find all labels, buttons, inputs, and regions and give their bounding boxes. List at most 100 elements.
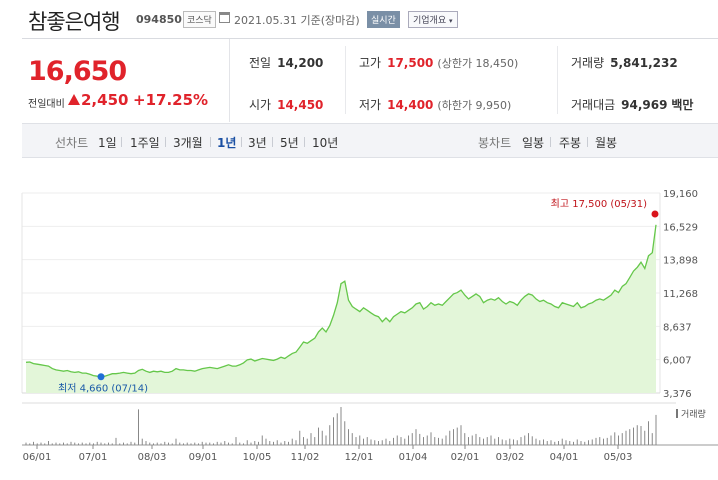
company-overview-dropdown[interactable]: 기업개요 ▾ — [408, 11, 458, 28]
volume-bar — [415, 429, 417, 445]
volume-bar — [404, 438, 406, 445]
tab-1week[interactable]: 1주일 — [130, 136, 160, 150]
low-item: 저가 14,400 (하한가 9,950) — [359, 96, 511, 113]
volume-bar — [205, 442, 207, 445]
volume-bar — [603, 438, 604, 445]
volume-bar — [385, 438, 387, 445]
tab-daily-candle[interactable]: 일봉 — [522, 136, 545, 150]
volume-bar — [269, 441, 271, 445]
volume-bar — [565, 440, 567, 445]
volume-bar — [141, 438, 143, 445]
tab-3month[interactable]: 3개월 — [173, 136, 203, 150]
volume-bar — [648, 421, 649, 445]
volume-bar — [355, 437, 357, 445]
realtime-button[interactable]: 실시간 — [367, 11, 400, 28]
min-marker — [97, 373, 105, 381]
volume-bar — [119, 443, 121, 445]
tab-3year[interactable]: 3년 — [248, 136, 267, 150]
divider — [22, 38, 718, 39]
volume-bar — [66, 443, 68, 445]
x-tick-label: 02/01 — [451, 452, 480, 463]
volume-bar — [33, 441, 34, 445]
x-tick-label: 06/01 — [23, 452, 52, 463]
volume-bar — [130, 441, 132, 445]
volume-bar — [558, 441, 559, 445]
volume-bar — [348, 429, 349, 445]
volume-bar — [138, 409, 139, 445]
volume-legend: 거래량 — [681, 408, 706, 420]
volume-bar — [528, 433, 529, 445]
volume-bars — [22, 402, 718, 446]
volume-bar — [378, 441, 379, 445]
volume-bar — [479, 437, 481, 445]
volume-bar — [588, 440, 589, 445]
volume-bar — [224, 441, 226, 445]
x-tick-label: 09/01 — [189, 452, 218, 463]
stock-header: 참좋은여행 094850 코스닥 2021.05.31 기준(장마감) 실시간 … — [0, 0, 718, 38]
volume-bar — [580, 441, 582, 445]
volume-bar — [591, 439, 593, 445]
tab-1year[interactable]: 1년 — [217, 136, 237, 150]
volume-bar — [595, 437, 597, 445]
volume-bar — [81, 442, 83, 445]
volume-bar — [198, 443, 199, 445]
volume-label: 거래량 — [571, 56, 605, 70]
volume-bar — [100, 442, 102, 445]
volume-bar — [254, 441, 256, 445]
prev-close-value: 14,200 — [277, 56, 324, 70]
volume-bar — [614, 432, 616, 445]
volume-bar — [44, 443, 46, 445]
tab-separator — [587, 137, 588, 147]
x-tick-label: 03/02 — [496, 452, 525, 463]
volume-bar — [160, 443, 162, 445]
stock-code: 094850 — [136, 13, 182, 26]
volume-bar — [456, 427, 458, 445]
volume-bar — [490, 435, 492, 445]
volume-bar — [123, 442, 124, 445]
y-tick-label: 6,007 — [663, 356, 692, 367]
volume-item: 거래량 5,841,232 — [571, 54, 678, 71]
tab-1day[interactable]: 1일 — [98, 136, 117, 150]
volume-bar — [396, 435, 398, 445]
min-annotation: 최저 4,660 (07/14) — [58, 383, 148, 395]
trade-value: 94,969 — [621, 98, 668, 112]
volume-bar — [599, 437, 601, 445]
volume-bar — [70, 441, 72, 445]
calendar-icon — [219, 12, 230, 23]
volume-bar — [381, 440, 383, 445]
volume-bar — [265, 438, 267, 445]
volume-bar — [243, 443, 244, 445]
volume-bar — [246, 440, 248, 445]
price-area — [26, 224, 656, 393]
volume-bar — [299, 430, 301, 445]
volume-bar — [48, 441, 49, 445]
volume-bar — [63, 442, 64, 445]
volume-bar — [445, 435, 447, 445]
tab-weekly-candle[interactable]: 주봉 — [559, 136, 582, 150]
volume-bar — [633, 427, 634, 445]
volume-bar — [108, 442, 109, 445]
tab-5year[interactable]: 5년 — [280, 136, 299, 150]
volume-bar — [306, 438, 308, 445]
volume-bar — [475, 433, 477, 445]
volume-bar — [336, 413, 338, 445]
volume-bar — [468, 437, 469, 445]
change-percent: +17.25% — [133, 91, 209, 109]
divider — [557, 46, 558, 114]
volume-bar — [434, 437, 436, 445]
tab-monthly-candle[interactable]: 월봉 — [595, 136, 618, 150]
y-tick-label: 3,376 — [663, 389, 692, 400]
volume-bar — [400, 437, 402, 445]
volume-legend-icon — [676, 409, 678, 418]
volume-bar — [318, 427, 319, 445]
price-chart[interactable]: 19,16016,52913,89811,2688,6376,0073,376 … — [0, 160, 718, 480]
volume-bar — [190, 443, 192, 445]
volume-bar — [276, 440, 278, 445]
volume-bar — [618, 435, 619, 445]
volume-bar — [389, 441, 391, 445]
volume-bar — [636, 425, 638, 445]
y-tick-label: 11,268 — [663, 289, 698, 300]
tab-10year[interactable]: 10년 — [312, 136, 339, 150]
volume-bar — [531, 436, 533, 445]
x-tick-label: 10/05 — [243, 452, 272, 463]
